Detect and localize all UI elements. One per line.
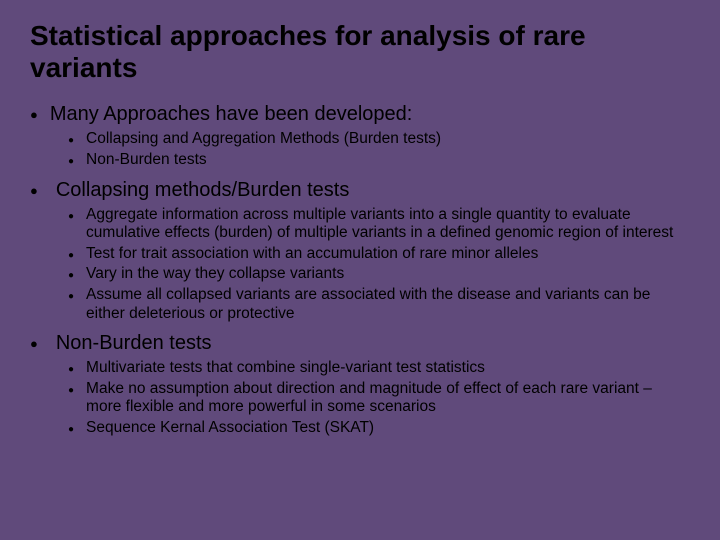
bullet-icon: ● [68,211,74,222]
list-item: ● Multivariate tests that combine single… [68,359,690,378]
list-item: ● Make no assumption about direction and… [68,380,690,417]
section-heading-3: ● Non-Burden tests [30,331,690,355]
slide-title: Statistical approaches for analysis of r… [30,20,690,84]
list-item: ● Collapsing and Aggregation Methods (Bu… [68,130,690,149]
item-text: Multivariate tests that combine single-v… [86,359,485,378]
slide-container: Statistical approaches for analysis of r… [0,0,720,460]
item-text: Test for trait association with an accum… [86,245,538,264]
list-item: ● Test for trait association with an acc… [68,245,690,264]
bullet-icon: ● [68,270,74,281]
bullet-icon: ● [68,135,74,146]
item-text: Sequence Kernal Association Test (SKAT) [86,419,374,438]
section-heading-1: ● Many Approaches have been developed: [30,102,690,126]
item-text: Non-Burden tests [86,151,207,170]
bullet-icon: ● [68,250,74,261]
heading-text: Collapsing methods/Burden tests [56,178,350,202]
bullet-icon: ● [68,364,74,375]
item-text: Assume all collapsed variants are associ… [86,286,690,323]
list-item: ● Sequence Kernal Association Test (SKAT… [68,419,690,438]
item-text: Vary in the way they collapse variants [86,265,344,284]
bullet-icon: ● [30,107,38,122]
heading-text: Many Approaches have been developed: [50,102,413,126]
bullet-icon: ● [68,291,74,302]
bullet-icon: ● [30,336,38,351]
bullet-icon: ● [68,385,74,396]
bullet-icon: ● [68,424,74,435]
section-heading-2: ● Collapsing methods/Burden tests [30,178,690,202]
item-text: Aggregate information across multiple va… [86,206,690,243]
list-item: ● Aggregate information across multiple … [68,206,690,243]
item-text: Make no assumption about direction and m… [86,380,690,417]
item-text: Collapsing and Aggregation Methods (Burd… [86,130,441,149]
heading-text: Non-Burden tests [56,331,212,355]
bullet-icon: ● [30,183,38,198]
bullet-icon: ● [68,156,74,167]
list-item: ● Assume all collapsed variants are asso… [68,286,690,323]
list-item: ● Vary in the way they collapse variants [68,265,690,284]
list-item: ● Non-Burden tests [68,151,690,170]
